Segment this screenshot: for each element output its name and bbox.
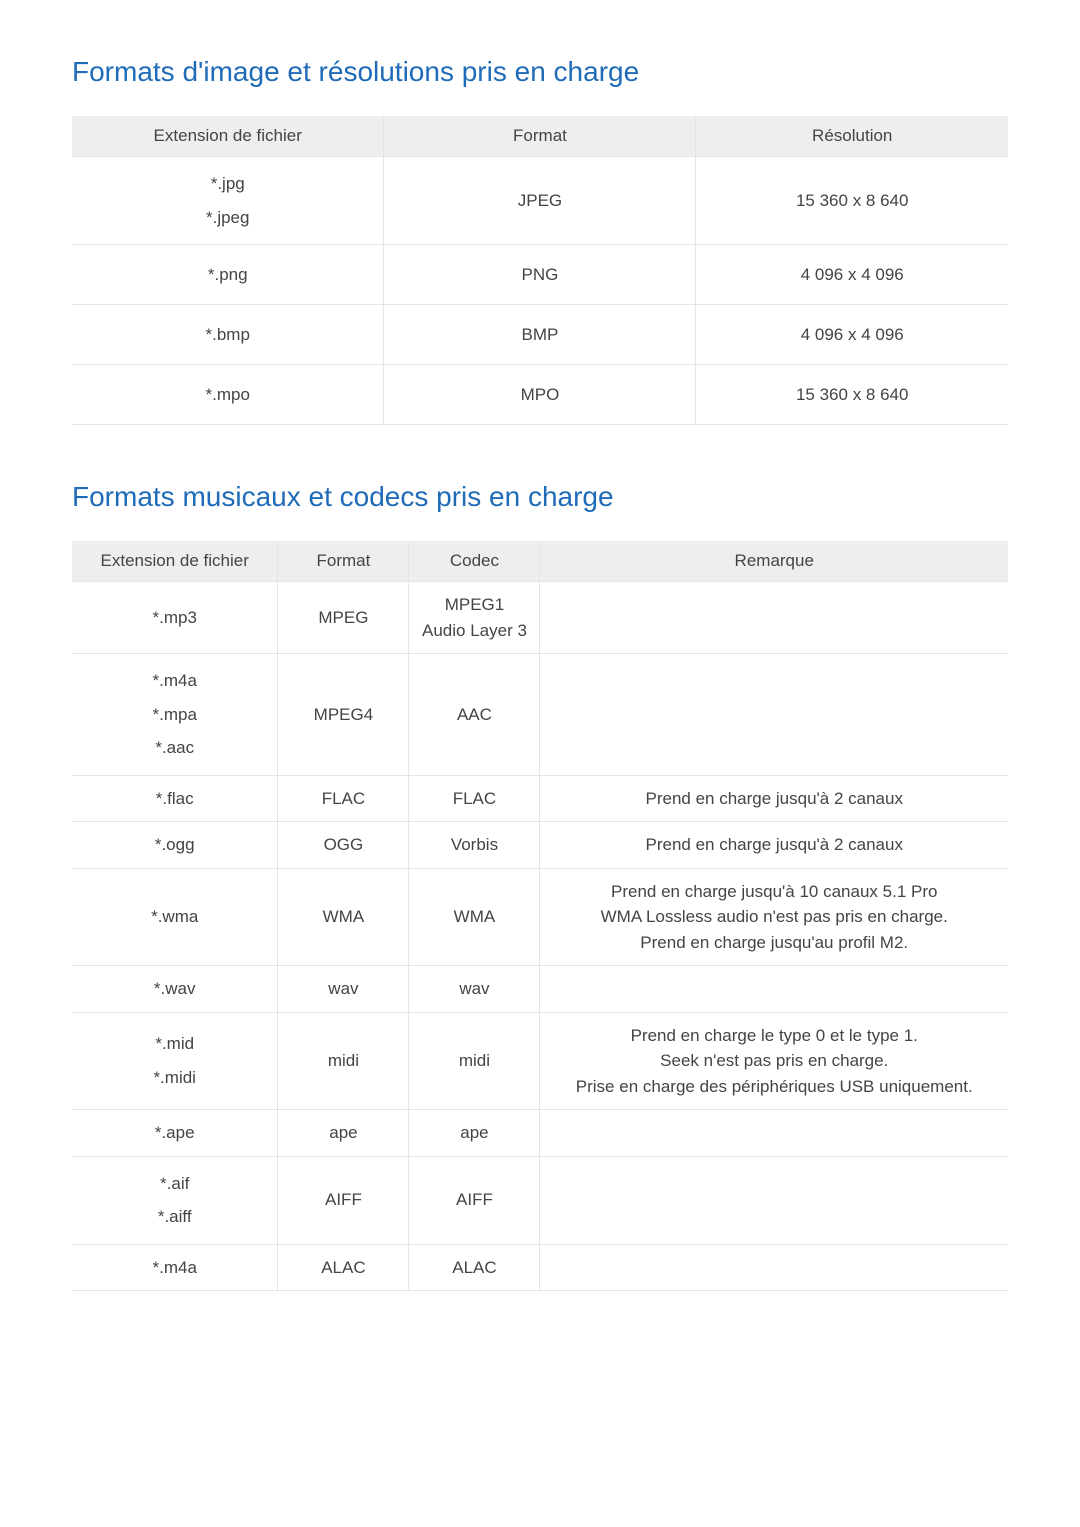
cell-resolution: 15 360 x 8 640 [696,365,1008,425]
table-row: *.bmp BMP 4 096 x 4 096 [72,305,1008,365]
cell-format: MPEG [278,582,409,654]
cell-codec: ALAC [409,1244,540,1291]
cell-format: midi [278,1012,409,1110]
document-page: Formats d'image et résolutions pris en c… [0,0,1080,1371]
table-row: *.mp3 MPEG MPEG1 Audio Layer 3 [72,582,1008,654]
cell-remark [540,654,1008,776]
cell-remark [540,1156,1008,1244]
table-row: *.ogg OGG Vorbis Prend en charge jusqu'à… [72,822,1008,869]
table-row: *.mid *.midi midi midi Prend en charge l… [72,1012,1008,1110]
ext-value: *.jpeg [84,201,371,235]
table-music-formats: Extension de fichier Format Codec Remarq… [72,541,1008,1291]
th-format: Format [278,541,409,582]
cell-remark [540,1244,1008,1291]
cell-extension: *.flac [72,775,278,822]
table-row: *.aif *.aiff AIFF AIFF [72,1156,1008,1244]
table-header-row: Extension de fichier Format Résolution [72,116,1008,157]
ext-value: *.mpa [84,698,265,732]
ext-value: *.aiff [84,1200,265,1234]
table-image-formats: Extension de fichier Format Résolution *… [72,116,1008,425]
ext-value: *.midi [84,1061,265,1095]
table-row: *.ape ape ape [72,1110,1008,1157]
table-row: *.wav wav wav [72,966,1008,1013]
table-row: *.wma WMA WMA Prend en charge jusqu'à 10… [72,868,1008,966]
cell-codec: ape [409,1110,540,1157]
cell-remark: Prend en charge jusqu'à 2 canaux [540,822,1008,869]
cell-extension: *.m4a *.mpa *.aac [72,654,278,776]
table-row: *.flac FLAC FLAC Prend en charge jusqu'à… [72,775,1008,822]
cell-format: JPEG [384,157,696,245]
table-row: *.png PNG 4 096 x 4 096 [72,245,1008,305]
cell-codec: AAC [409,654,540,776]
th-format: Format [384,116,696,157]
cell-extension: *.ogg [72,822,278,869]
table-row: *.mpo MPO 15 360 x 8 640 [72,365,1008,425]
table-header-row: Extension de fichier Format Codec Remarq… [72,541,1008,582]
ext-value: *.jpg [84,167,371,201]
table-row: *.jpg *.jpeg JPEG 15 360 x 8 640 [72,157,1008,245]
cell-extension: *.png [72,245,384,305]
th-resolution: Résolution [696,116,1008,157]
cell-extension: *.wav [72,966,278,1013]
cell-format: ALAC [278,1244,409,1291]
cell-codec: Vorbis [409,822,540,869]
cell-extension: *.aif *.aiff [72,1156,278,1244]
cell-extension: *.mid *.midi [72,1012,278,1110]
section-music: Formats musicaux et codecs pris en charg… [72,481,1008,1291]
cell-remark: Prend en charge le type 0 et le type 1.S… [540,1012,1008,1110]
cell-extension: *.mpo [72,365,384,425]
cell-codec: FLAC [409,775,540,822]
cell-extension: *.jpg *.jpeg [72,157,384,245]
cell-extension: *.ape [72,1110,278,1157]
cell-extension: *.m4a [72,1244,278,1291]
cell-format: WMA [278,868,409,966]
cell-codec: AIFF [409,1156,540,1244]
cell-remark [540,1110,1008,1157]
cell-format: OGG [278,822,409,869]
cell-remark [540,966,1008,1013]
table-row: *.m4a ALAC ALAC [72,1244,1008,1291]
cell-codec: WMA [409,868,540,966]
ext-value: *.aif [84,1167,265,1201]
section-title-images: Formats d'image et résolutions pris en c… [72,56,1008,88]
cell-format: MPO [384,365,696,425]
cell-resolution: 4 096 x 4 096 [696,305,1008,365]
ext-value: *.mid [84,1027,265,1061]
th-extension: Extension de fichier [72,541,278,582]
cell-format: MPEG4 [278,654,409,776]
cell-format: FLAC [278,775,409,822]
cell-format: PNG [384,245,696,305]
cell-codec: midi [409,1012,540,1110]
cell-format: AIFF [278,1156,409,1244]
ext-value: *.m4a [84,664,265,698]
th-remark: Remarque [540,541,1008,582]
th-extension: Extension de fichier [72,116,384,157]
cell-codec: MPEG1 Audio Layer 3 [409,582,540,654]
cell-extension: *.bmp [72,305,384,365]
ext-value: *.aac [84,731,265,765]
cell-format: BMP [384,305,696,365]
th-codec: Codec [409,541,540,582]
section-images: Formats d'image et résolutions pris en c… [72,56,1008,425]
cell-remark: Prend en charge jusqu'à 2 canaux [540,775,1008,822]
cell-remark [540,582,1008,654]
cell-format: wav [278,966,409,1013]
cell-extension: *.wma [72,868,278,966]
cell-extension: *.mp3 [72,582,278,654]
cell-format: ape [278,1110,409,1157]
cell-resolution: 15 360 x 8 640 [696,157,1008,245]
section-title-music: Formats musicaux et codecs pris en charg… [72,481,1008,513]
table-row: *.m4a *.mpa *.aac MPEG4 AAC [72,654,1008,776]
cell-codec: wav [409,966,540,1013]
cell-resolution: 4 096 x 4 096 [696,245,1008,305]
cell-remark: Prend en charge jusqu'à 10 canaux 5.1 Pr… [540,868,1008,966]
